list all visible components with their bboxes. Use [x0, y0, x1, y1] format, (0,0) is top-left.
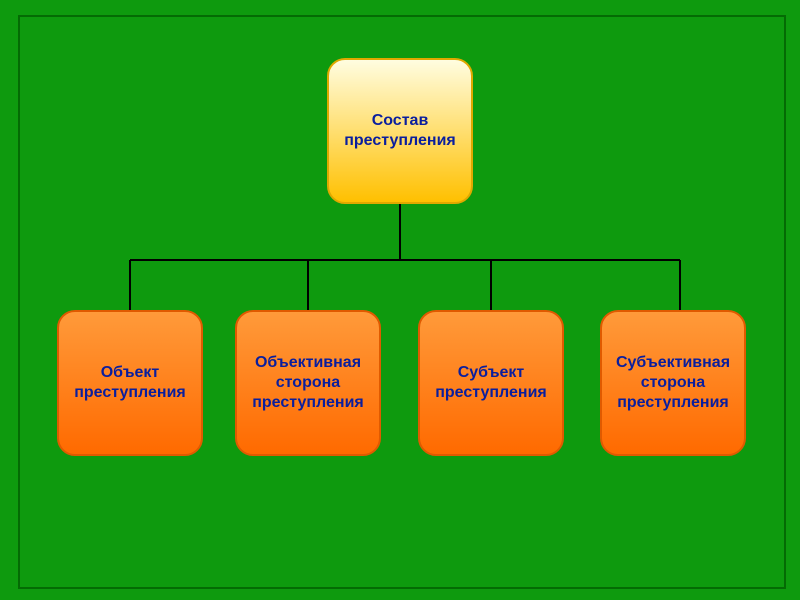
- child-2-line1: Субъект: [458, 364, 525, 381]
- root-label: Состав преступления: [344, 111, 456, 151]
- child-node-1: Объективная сторона преступления: [235, 310, 381, 456]
- child-0-line1: Объект: [101, 364, 160, 381]
- child-node-2: Субъект преступления: [418, 310, 564, 456]
- child-2-line2: преступления: [435, 384, 547, 401]
- child-node-3: Субъективная сторона преступления: [600, 310, 746, 456]
- child-node-0: Объект преступления: [57, 310, 203, 456]
- child-3-line1: Субъективная: [616, 354, 730, 371]
- child-3-line3: преступления: [617, 394, 729, 411]
- diagram-canvas: Состав преступления Объект преступления …: [0, 0, 800, 600]
- child-1-line3: преступления: [252, 394, 364, 411]
- child-label: Объект преступления: [74, 363, 186, 403]
- child-1-line1: Объективная: [255, 354, 361, 371]
- root-node: Состав преступления: [327, 58, 473, 204]
- child-label: Субъект преступления: [435, 363, 547, 403]
- root-label-line1: Состав: [372, 112, 429, 129]
- root-label-line2: преступления: [344, 132, 456, 149]
- child-3-line2: сторона: [641, 374, 705, 391]
- child-1-line2: сторона: [276, 374, 340, 391]
- child-0-line2: преступления: [74, 384, 186, 401]
- child-label: Объективная сторона преступления: [252, 353, 364, 413]
- child-label: Субъективная сторона преступления: [616, 353, 730, 413]
